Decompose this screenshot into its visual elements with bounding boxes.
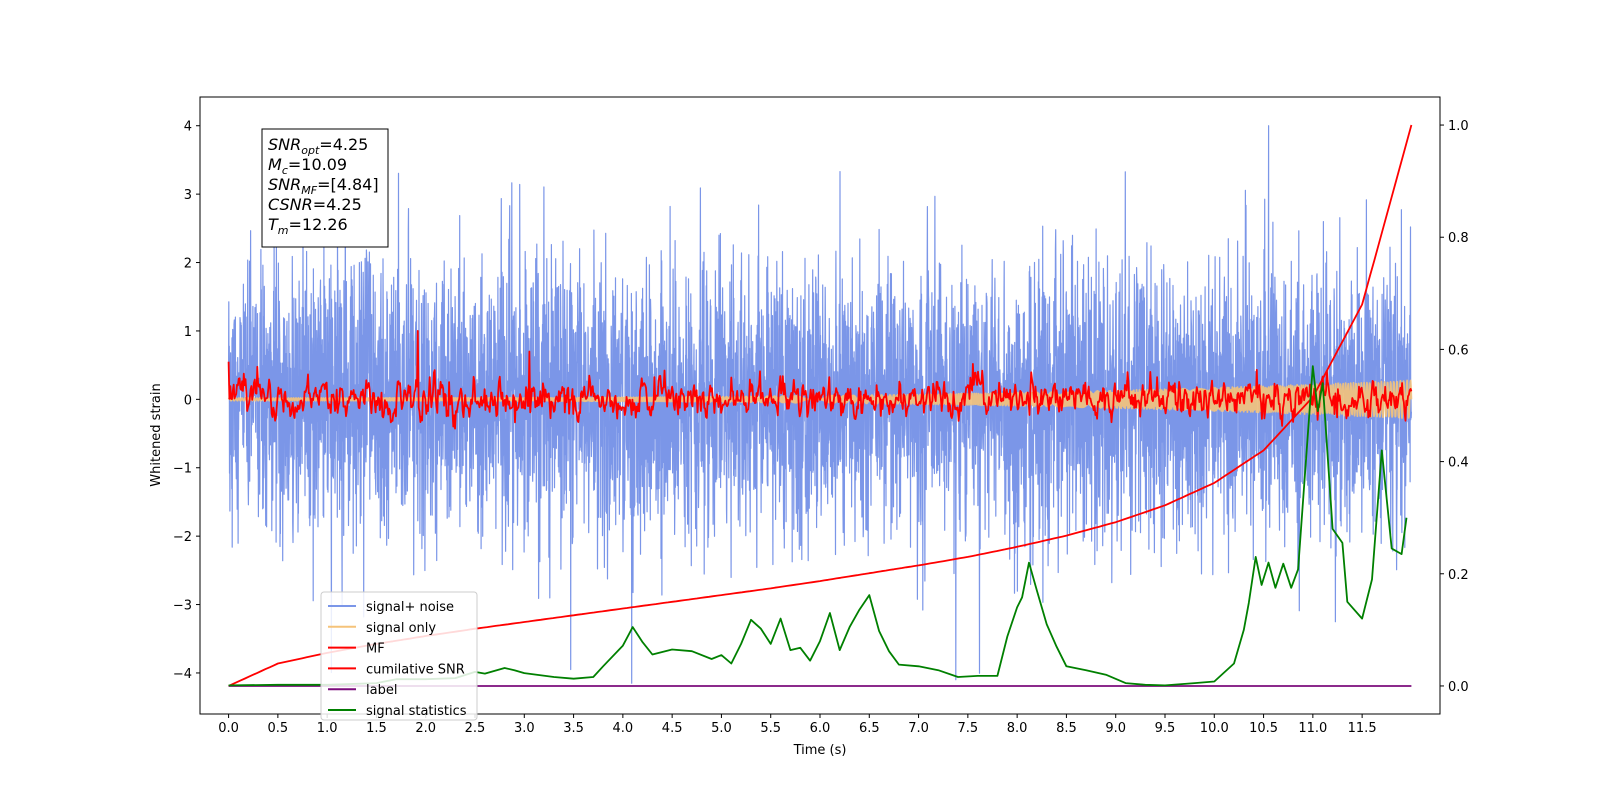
y-left-tick-label: −1 bbox=[173, 462, 192, 477]
x-tick-label: 11.5 bbox=[1348, 721, 1377, 736]
x-tick-label: 2.5 bbox=[465, 721, 486, 736]
x-axis-label: Time (s) bbox=[793, 743, 847, 758]
annotation-box: SNRopt=4.25Mc=10.09SNRMF=[4.84]CSNR=4.25… bbox=[261, 128, 389, 248]
y-left-tick-label: 1 bbox=[184, 325, 192, 340]
legend: signal+ noise signal only MF cumilative SNR… bbox=[320, 591, 478, 721]
annotation-line: Mc=10.09 bbox=[268, 155, 347, 177]
y-left-tick-label: 4 bbox=[184, 120, 192, 135]
y-right-tick-label: 0.8 bbox=[1448, 231, 1469, 246]
x-tick-label: 6.0 bbox=[810, 721, 831, 736]
y-axis-left: 4 3 2 1 0 −1 −2 −3 −4 bbox=[173, 120, 200, 682]
y-right-tick-label: 0.2 bbox=[1448, 568, 1469, 583]
y-right-tick-label: 1.0 bbox=[1448, 119, 1469, 134]
y-left-tick-label: 2 bbox=[184, 257, 192, 272]
x-tick-label: 4.0 bbox=[613, 721, 634, 736]
x-tick-label: 3.5 bbox=[563, 721, 584, 736]
y-left-tick-label: 0 bbox=[184, 393, 192, 408]
series-line-signal-statistics bbox=[228, 365, 1408, 687]
x-tick-label: 3.0 bbox=[514, 721, 535, 736]
y-right-tick-label: 0.6 bbox=[1448, 343, 1469, 358]
series-line-mf bbox=[227, 330, 1413, 430]
y-right-tick-label: 0.4 bbox=[1448, 456, 1469, 471]
x-tick-label: 4.5 bbox=[662, 721, 683, 736]
annotation-line: Tm=12.26 bbox=[268, 215, 348, 237]
legend-entry: MF bbox=[366, 642, 385, 657]
y-right-tick-label: 0.0 bbox=[1448, 680, 1469, 695]
x-tick-label: 1.5 bbox=[366, 721, 387, 736]
x-tick-label: 7.0 bbox=[908, 721, 929, 736]
x-tick-label: 0.0 bbox=[218, 721, 239, 736]
x-tick-label: 9.0 bbox=[1105, 721, 1126, 736]
y-left-tick-label: −2 bbox=[173, 530, 192, 545]
x-tick-label: 7.5 bbox=[958, 721, 979, 736]
legend-entry: signal+ noise bbox=[366, 600, 454, 615]
x-tick-label: 9.5 bbox=[1155, 721, 1176, 736]
annotation-line: CSNR=4.25 bbox=[268, 195, 362, 214]
x-tick-label: 5.5 bbox=[760, 721, 781, 736]
y-left-tick-label: 3 bbox=[184, 188, 192, 203]
x-tick-label: 2.0 bbox=[415, 721, 436, 736]
x-tick-label: 11.0 bbox=[1298, 721, 1327, 736]
x-axis: 0.0 0.5 1.0 1.5 2.0 2.5 3.0 3.5 4.0 4.5 5.0 5.5 6.0 6… bbox=[218, 714, 1377, 736]
legend-entry: cumilative SNR bbox=[366, 662, 465, 677]
x-tick-label: 0.5 bbox=[268, 721, 289, 736]
x-tick-label: 5.0 bbox=[711, 721, 732, 736]
legend-entry: label bbox=[366, 683, 397, 698]
x-tick-label: 10.0 bbox=[1200, 721, 1229, 736]
series-line-signal-noise bbox=[228, 125, 1412, 684]
x-tick-label: 10.5 bbox=[1249, 721, 1278, 736]
x-tick-label: 8.0 bbox=[1007, 721, 1028, 736]
x-tick-label: 1.0 bbox=[317, 721, 338, 736]
annotation-line: SNRMF=[4.84] bbox=[268, 175, 379, 197]
y-axis-right: 1.0 0.8 0.6 0.4 0.2 0.0 bbox=[1440, 119, 1469, 695]
y-axis-label-left: Whitened strain bbox=[149, 383, 164, 486]
x-tick-label: 6.5 bbox=[859, 721, 880, 736]
y-left-tick-label: −3 bbox=[173, 599, 192, 614]
y-left-tick-label: −4 bbox=[173, 667, 192, 682]
x-tick-label: 8.5 bbox=[1056, 721, 1077, 736]
annotation-line: SNRopt=4.25 bbox=[268, 135, 368, 157]
legend-entry: signal only bbox=[366, 621, 436, 636]
legend-entry: signal statistics bbox=[366, 704, 467, 719]
